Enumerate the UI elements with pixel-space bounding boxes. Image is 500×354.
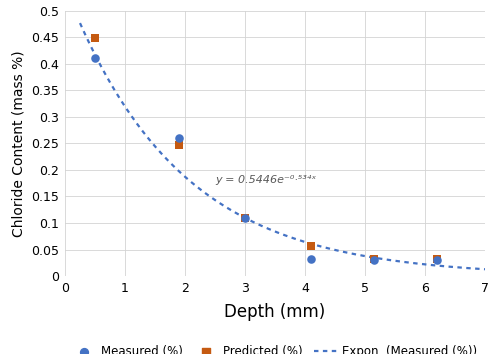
Expon. (Measured (%)) [482, 267, 488, 272]
Line: Expon. (Measured (%)): Expon. (Measured (%)) [80, 23, 485, 269]
Measured (%) [175, 135, 183, 141]
Predicted (%) [175, 143, 183, 148]
Measured (%) [91, 56, 99, 61]
Expon. (Measured (%)) [332, 248, 338, 252]
Expon. (Measured (%)) [77, 21, 83, 25]
Measured (%) [241, 215, 249, 221]
Expon. (Measured (%)) [372, 256, 378, 260]
Predicted (%) [370, 256, 378, 261]
Measured (%) [307, 256, 315, 261]
Predicted (%) [433, 256, 441, 261]
Measured (%) [433, 257, 441, 263]
Expon. (Measured (%)) [238, 213, 244, 217]
Expon. (Measured (%)) [126, 110, 132, 114]
Legend: Measured (%), Predicted (%), Expon. (Measured (%)): Measured (%), Predicted (%), Expon. (Mea… [68, 341, 482, 354]
Text: y = 0.5446e⁻⁰·⁵³⁴ˣ: y = 0.5446e⁻⁰·⁵³⁴ˣ [215, 175, 316, 185]
Measured (%) [370, 257, 378, 263]
Expon. (Measured (%)) [209, 196, 215, 200]
Predicted (%) [91, 35, 99, 41]
Y-axis label: Chloride Content (mass %): Chloride Content (mass %) [12, 50, 26, 237]
X-axis label: Depth (mm): Depth (mm) [224, 303, 326, 321]
Expon. (Measured (%)) [370, 255, 376, 259]
Predicted (%) [307, 243, 315, 249]
Predicted (%) [241, 215, 249, 221]
